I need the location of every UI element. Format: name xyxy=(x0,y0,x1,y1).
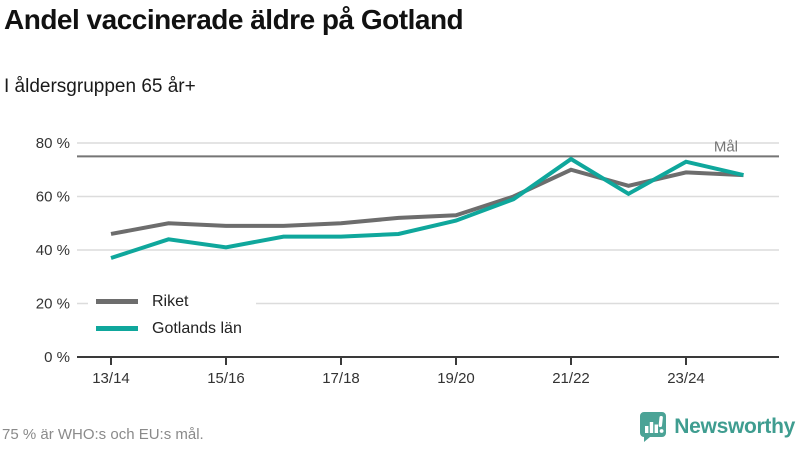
page-title: Andel vaccinerade äldre på Gotland xyxy=(4,4,464,35)
brand-name: Newsworthy xyxy=(674,414,795,438)
x-tick-label-17-18: 17/18 xyxy=(322,370,360,387)
y-tick-label-0: 0 % xyxy=(44,349,70,366)
legend-label-gotland: Gotlands län xyxy=(152,319,242,337)
y-axis-labels: 0 % 20 % 40 % 60 % 80 % xyxy=(36,135,70,366)
x-tick-label-23-24: 23/24 xyxy=(667,370,705,387)
y-tick-label-20: 20 % xyxy=(36,296,70,313)
x-axis-labels: 13/14 15/16 17/18 19/20 21/22 23/24 xyxy=(92,370,705,387)
x-tick-label-13-14: 13/14 xyxy=(92,370,130,387)
riket-line-swatch xyxy=(96,299,138,304)
x-tick-label-15-16: 15/16 xyxy=(207,370,245,387)
footer-note: 75 % är WHO:s och EU:s mål. xyxy=(2,426,204,443)
legend: Riket Gotlands län xyxy=(88,286,256,346)
goal-line-label: Mål xyxy=(714,138,738,155)
x-tick-label-21-22: 21/22 xyxy=(552,370,590,387)
x-axis xyxy=(77,356,779,365)
goal-line-group: Mål xyxy=(77,138,779,158)
brand-logo: Newsworthy xyxy=(639,411,795,442)
riket-line xyxy=(110,167,744,236)
data-series xyxy=(110,156,744,260)
page-subtitle: I åldersgruppen 65 år+ xyxy=(4,76,196,97)
legend-label-riket: Riket xyxy=(152,292,189,310)
y-tick-label-40: 40 % xyxy=(36,242,70,259)
legend-item-gotland: Gotlands län xyxy=(96,315,242,342)
y-tick-label-80: 80 % xyxy=(36,135,70,152)
gotland-line-swatch xyxy=(96,326,138,331)
newsworthy-icon xyxy=(640,412,667,442)
legend-item-riket: Riket xyxy=(96,288,242,315)
x-tick-label-19-20: 19/20 xyxy=(437,370,475,387)
gotland-line xyxy=(110,156,744,260)
y-tick-label-60: 60 % xyxy=(36,189,70,206)
